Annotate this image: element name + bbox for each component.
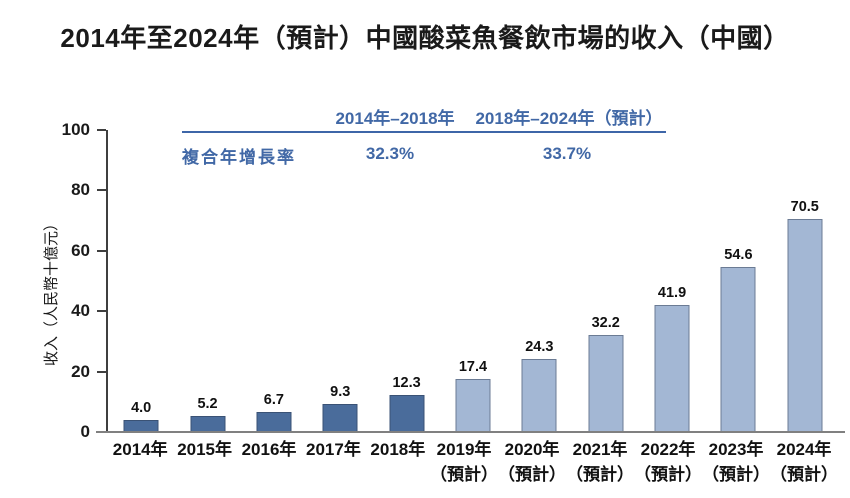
x-label-year: 2024年	[776, 440, 832, 459]
x-axis-labels: 2014年 2015年 2016年 2017年 2018年 2019年 （預計） 2020年 （…	[108, 438, 838, 487]
bar-value-label: 17.4	[458, 359, 488, 376]
x-axis-tick-label: 2022年 （預計）	[634, 438, 702, 487]
x-label-forecast-note: （預計）	[702, 464, 771, 484]
cagr-divider-line	[182, 131, 666, 133]
bar-column: 32.2	[573, 130, 639, 432]
y-axis-tick-label: 80	[71, 180, 90, 200]
x-label-year: 2017年	[306, 440, 361, 459]
y-axis-tick-mark	[97, 189, 106, 192]
x-label-forecast-note: （預計）	[566, 464, 635, 484]
x-label-year: 2020年	[504, 440, 560, 459]
bar-2023年	[720, 267, 756, 432]
bar-value-label: 9.3	[330, 383, 351, 400]
bar-value-label: 5.2	[197, 396, 218, 413]
x-axis-tick-label: 2017年	[301, 438, 365, 487]
bar-value-label: 41.9	[657, 285, 687, 302]
x-label-forecast-note: （預計）	[634, 464, 703, 484]
y-axis-tick-mark	[97, 129, 106, 131]
y-axis-line	[106, 130, 108, 432]
bar-column: 9.3	[307, 130, 373, 432]
bar-value-label: 24.3	[525, 338, 554, 355]
y-axis-tick-mark	[97, 370, 106, 373]
y-axis-tick-label: 40	[71, 301, 90, 321]
y-axis-tick-label: 60	[71, 240, 90, 260]
x-axis-tick-label: 2020年 （預計）	[498, 438, 566, 487]
x-label-year: 2019年	[436, 440, 492, 459]
bar-value-label: 54.6	[724, 247, 753, 264]
x-axis-tick-label: 2018年	[366, 438, 430, 487]
bar-column: 4.0	[108, 130, 174, 432]
cagr-period-1-label: 2014年–2018年	[335, 109, 455, 128]
bar-value-label: 32.2	[591, 314, 620, 331]
cagr-period-2-label: 2018年–2024年（預計）	[475, 109, 663, 128]
x-label-year: 2022年	[640, 440, 696, 459]
x-axis-tick-label: 2021年 （預計）	[566, 438, 634, 487]
x-axis-tick-label: 2019年 （預計）	[430, 438, 498, 487]
bar-2017年	[322, 403, 358, 432]
bar-column: 41.9	[639, 130, 705, 432]
bar-2022年	[654, 305, 690, 432]
bar-column: 70.5	[772, 130, 838, 432]
y-axis-ticks: 0 20 40 60 80 100	[0, 120, 106, 441]
x-axis-line	[96, 431, 845, 433]
bar-value-label: 6.7	[263, 391, 284, 408]
bar-value-label: 4.0	[131, 399, 152, 416]
bar-column: 17.4	[440, 130, 506, 432]
x-axis-tick-label: 2014年	[108, 438, 172, 487]
x-axis-tick-label: 2016年	[237, 438, 301, 487]
cagr-period-1-value: 32.3%	[365, 144, 415, 163]
x-label-year: 2023年	[708, 440, 764, 459]
y-axis-tick-label: 0	[80, 422, 90, 441]
x-label-year: 2018年	[370, 440, 426, 459]
bar-2018年	[389, 394, 425, 432]
bar-2024年	[787, 219, 823, 432]
y-axis-tick-label: 20	[71, 361, 90, 381]
x-label-year: 2014年	[112, 440, 168, 459]
bar-column: 12.3	[373, 130, 439, 432]
x-label-year: 2021年	[572, 440, 628, 459]
bar-2016年	[256, 411, 292, 432]
x-label-forecast-note: （預計）	[430, 464, 499, 484]
x-label-forecast-note: （預計）	[770, 464, 839, 484]
y-axis-tick-mark	[97, 310, 106, 313]
bar-2021年	[588, 334, 624, 432]
y-axis-tick-mark	[97, 249, 106, 252]
y-axis-tick-label: 100	[61, 120, 90, 139]
x-label-year: 2015年	[177, 440, 233, 459]
bar-2019年	[455, 379, 491, 432]
cagr-row-label: 複合年增長率	[182, 148, 296, 167]
x-label-year: 2016年	[241, 440, 297, 459]
bar-value-label: 12.3	[392, 374, 421, 391]
bar-column: 5.2	[174, 130, 240, 432]
x-axis-tick-label: 2015年	[172, 438, 236, 487]
bar-column: 6.7	[241, 130, 307, 432]
x-axis-tick-label: 2023年 （預計）	[702, 438, 770, 487]
bar-2020年	[521, 358, 557, 432]
bar-column: 24.3	[506, 130, 572, 432]
bar-column: 54.6	[705, 130, 771, 432]
bar-value-label: 70.5	[790, 199, 819, 216]
bar-2015年	[190, 416, 226, 432]
chart-title: 2014年至2024年（預計）中國酸菜魚餐飲市場的收入（中國）	[60, 23, 790, 53]
x-label-forecast-note: （預計）	[498, 464, 567, 484]
bars-area: 4.0 5.2 6.7 9.3 12.3 17.4 24.3 32.2 41.9 54.6 70.5	[108, 130, 838, 432]
cagr-period-2-value: 33.7%	[542, 144, 592, 163]
x-axis-tick-label: 2024年 （預計）	[770, 438, 838, 487]
